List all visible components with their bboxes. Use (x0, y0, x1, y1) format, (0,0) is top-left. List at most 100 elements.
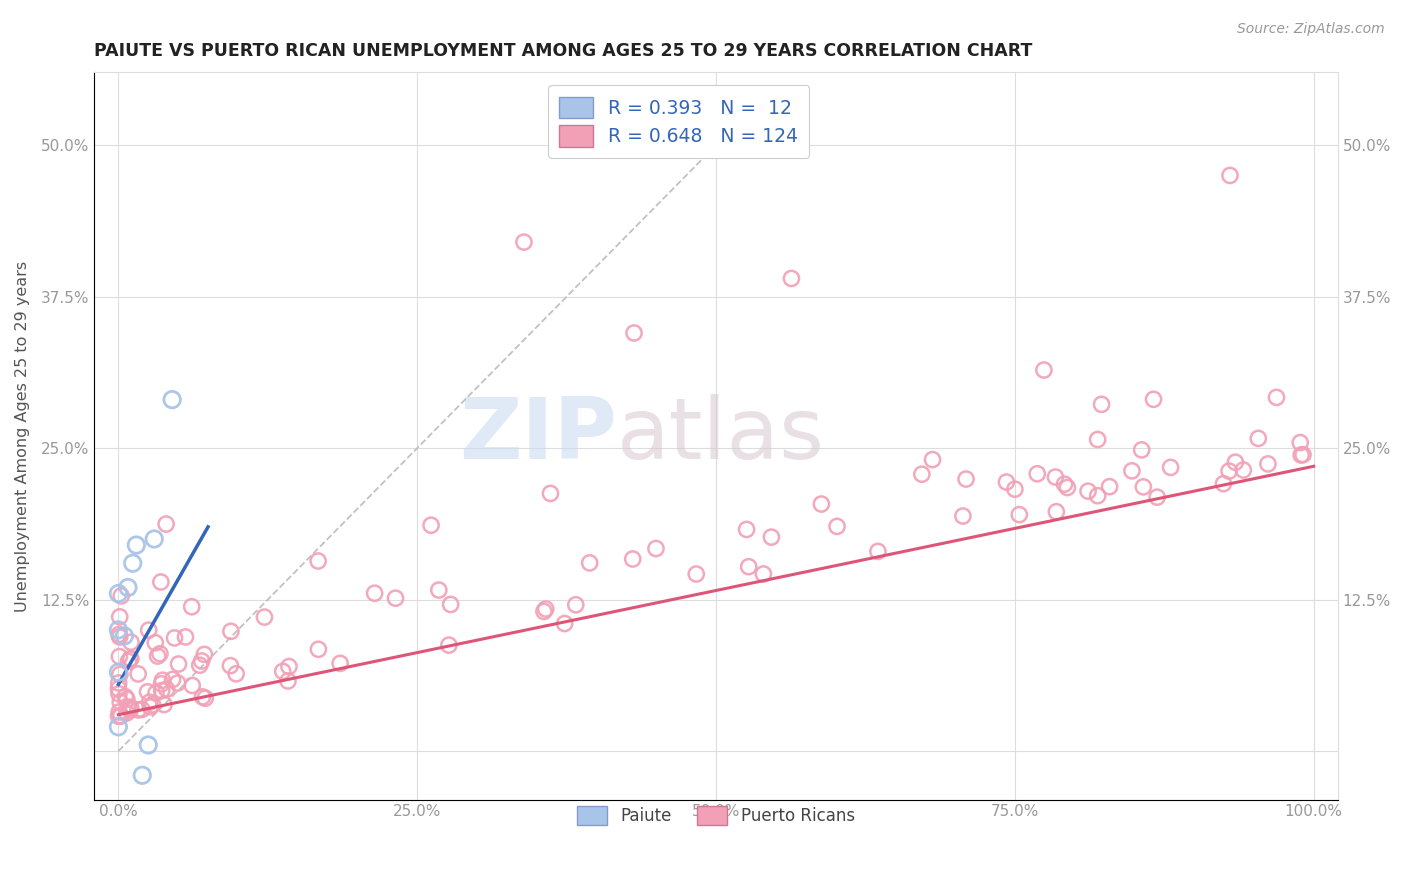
Point (1142, 392, 1164, 407)
Point (578, 556, 600, 570)
Point (108, 667, 131, 681)
Point (120, 651, 142, 665)
Point (194, 691, 217, 706)
Point (108, 627, 131, 641)
Point (181, 678, 204, 692)
Point (150, 677, 173, 691)
Point (533, 604, 555, 618)
Point (117, 581, 139, 595)
Point (143, 636, 166, 650)
Point (163, 631, 186, 645)
Point (191, 690, 214, 704)
Point (136, 738, 159, 752)
Point (108, 705, 131, 719)
Point (162, 673, 184, 687)
Point (1032, 363, 1054, 377)
Point (565, 598, 588, 612)
Point (150, 683, 173, 698)
Point (167, 657, 190, 671)
Point (911, 467, 934, 482)
Point (153, 698, 176, 712)
Text: atlas: atlas (617, 394, 824, 477)
Point (427, 582, 450, 597)
Point (685, 567, 707, 582)
Point (121, 556, 143, 570)
Point (1121, 464, 1143, 478)
Point (1087, 433, 1109, 447)
Point (149, 574, 172, 589)
Point (107, 681, 129, 696)
Point (1146, 490, 1168, 504)
Legend: Paiute, Puerto Ricans: Paiute, Puerto Ricans (568, 796, 865, 835)
Point (138, 695, 160, 709)
Point (1219, 169, 1241, 183)
Point (921, 452, 943, 467)
Point (156, 682, 179, 697)
Point (115, 692, 138, 706)
Point (188, 658, 211, 673)
Point (110, 695, 132, 709)
Point (810, 497, 832, 511)
Point (114, 690, 136, 704)
Point (1045, 505, 1067, 519)
Point (108, 630, 131, 644)
Point (1130, 442, 1153, 457)
Point (1257, 457, 1279, 471)
Point (225, 666, 247, 681)
Point (738, 559, 761, 574)
Point (136, 685, 159, 699)
Point (139, 699, 162, 714)
Point (866, 544, 889, 558)
Point (645, 541, 668, 556)
Point (1098, 480, 1121, 494)
Point (131, 702, 153, 716)
Point (107, 586, 129, 600)
Point (142, 698, 165, 712)
Point (329, 657, 352, 671)
Point (1289, 448, 1312, 462)
Point (253, 610, 276, 624)
Point (145, 686, 167, 700)
Point (277, 673, 299, 688)
Point (761, 530, 783, 544)
Point (1225, 455, 1247, 469)
Point (1218, 464, 1240, 478)
Point (952, 509, 974, 524)
Point (120, 703, 142, 717)
Point (155, 517, 177, 532)
Point (112, 629, 135, 643)
Point (127, 703, 149, 717)
Point (219, 658, 242, 673)
Point (1008, 508, 1031, 522)
Point (307, 642, 329, 657)
Point (1160, 460, 1182, 475)
Point (107, 720, 129, 734)
Point (193, 648, 215, 662)
Point (108, 610, 131, 624)
Point (621, 552, 644, 566)
Point (127, 667, 149, 681)
Point (138, 623, 160, 637)
Point (115, 706, 138, 720)
Point (107, 676, 129, 690)
Point (110, 709, 132, 723)
Y-axis label: Unemployment Among Ages 25 to 29 years: Unemployment Among Ages 25 to 29 years (15, 260, 30, 612)
Point (131, 768, 153, 782)
Point (174, 630, 197, 644)
Point (1132, 480, 1154, 494)
Point (1090, 397, 1112, 411)
Point (278, 659, 301, 673)
Point (107, 665, 129, 680)
Point (1292, 448, 1315, 462)
Point (160, 392, 183, 407)
Point (752, 566, 775, 581)
Point (307, 554, 329, 568)
Point (1026, 467, 1049, 481)
Point (125, 538, 148, 552)
Point (623, 326, 645, 340)
Point (108, 687, 131, 701)
Point (420, 518, 443, 533)
Point (152, 673, 174, 688)
Point (120, 635, 142, 649)
Point (146, 648, 169, 663)
